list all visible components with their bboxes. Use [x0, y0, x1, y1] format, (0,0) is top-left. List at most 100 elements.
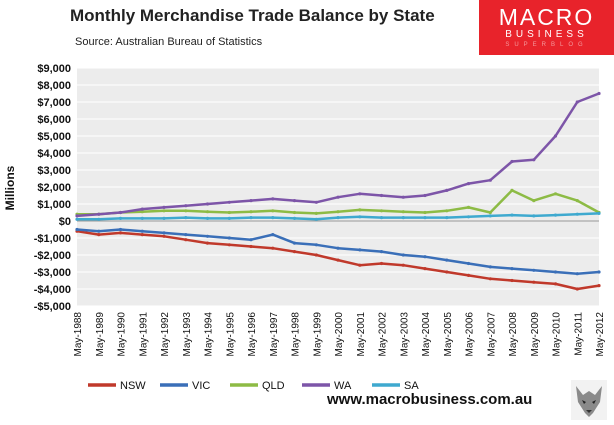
chart-title: Monthly Merchandise Trade Balance by Sta…: [70, 6, 435, 25]
data-point-sa: [249, 216, 253, 220]
y-tick-label: $1,000: [37, 199, 71, 211]
data-point-wa: [488, 178, 492, 182]
data-point-sa: [597, 211, 601, 215]
chart-source: Source: Australian Bureau of Statistics: [75, 36, 263, 48]
data-point-sa: [162, 216, 166, 220]
x-tick-label: May-1989: [95, 312, 106, 357]
data-point-qld: [358, 208, 362, 212]
series-lines: [75, 91, 601, 291]
data-point-wa: [445, 188, 449, 192]
y-tick-label: $0: [59, 216, 71, 228]
website-url[interactable]: www.macrobusiness.com.au: [327, 391, 533, 408]
data-point-vic: [184, 233, 188, 237]
data-point-sa: [336, 216, 340, 220]
data-point-vic: [575, 272, 579, 276]
legend-label-nsw: NSW: [120, 380, 146, 392]
data-point-vic: [75, 227, 79, 232]
data-point-qld: [271, 209, 275, 213]
data-point-qld: [423, 210, 427, 215]
data-point-sa: [314, 217, 318, 221]
y-tick-label: $6,000: [37, 114, 71, 126]
data-point-wa: [314, 200, 318, 204]
x-tick-label: May-1999: [312, 312, 323, 357]
data-point-vic: [314, 243, 318, 247]
data-point-nsw: [227, 243, 231, 247]
data-point-nsw: [118, 231, 123, 235]
legend-label-sa: SA: [404, 380, 419, 392]
data-point-wa: [271, 197, 275, 201]
data-point-wa: [97, 212, 101, 216]
grid-lines: [77, 67, 599, 307]
data-point-nsw: [140, 233, 144, 237]
data-point-wa: [401, 195, 405, 199]
data-point-nsw: [358, 263, 362, 267]
x-tick-label: May-2008: [508, 312, 519, 357]
data-point-nsw: [379, 261, 384, 266]
y-tick-label: $3,000: [37, 165, 71, 177]
logo-main-text: MACRO: [498, 4, 595, 30]
x-tick-label: May-1996: [247, 312, 258, 357]
data-point-qld: [488, 210, 492, 215]
logo-tagline-text: SUPERBLOG: [505, 42, 588, 48]
data-point-wa: [532, 158, 536, 162]
data-point-vic: [510, 267, 514, 271]
x-tick-label: May-2012: [595, 312, 606, 357]
y-axis: $9,000 $8,000 $7,000 $6,000 $5,000 $4,000 $3,0…: [34, 63, 71, 313]
legend-label-vic: VIC: [192, 380, 210, 392]
data-point-sa: [445, 216, 449, 220]
data-point-vic: [271, 233, 275, 237]
data-point-sa: [379, 216, 384, 220]
data-point-qld: [249, 210, 253, 214]
data-point-nsw: [401, 263, 405, 267]
data-point-nsw: [314, 253, 318, 257]
data-point-nsw: [445, 270, 449, 274]
data-point-sa: [205, 216, 210, 220]
data-point-qld: [510, 188, 514, 192]
data-point-wa: [140, 207, 144, 211]
x-tick-label: May-2000: [334, 312, 345, 357]
data-point-sa: [184, 216, 188, 220]
data-point-qld: [314, 211, 318, 215]
data-point-nsw: [597, 284, 601, 288]
data-point-qld: [466, 205, 471, 209]
data-point-vic: [379, 250, 384, 254]
wolf-logo-icon: [571, 380, 607, 420]
data-point-qld: [445, 209, 449, 213]
macrobusiness-logo[interactable]: MACRO BUSINESS SUPERBLOG: [479, 0, 614, 55]
data-point-wa: [227, 200, 231, 204]
data-point-wa: [162, 205, 166, 209]
data-point-vic: [227, 236, 231, 240]
data-point-nsw: [575, 287, 579, 291]
data-point-wa: [379, 193, 384, 198]
x-tick-label: May-1990: [117, 312, 128, 357]
x-tick-label: May-2011: [573, 312, 584, 356]
data-point-sa: [466, 215, 471, 219]
y-tick-label: -$3,000: [34, 267, 71, 279]
data-point-sa: [532, 214, 536, 218]
x-tick-label: May-1997: [269, 312, 280, 357]
data-point-sa: [271, 216, 275, 220]
y-axis-label: Millions: [3, 165, 17, 210]
data-point-nsw: [249, 244, 253, 249]
data-point-sa: [510, 213, 514, 217]
data-point-wa: [358, 192, 362, 196]
data-point-qld: [336, 210, 340, 214]
data-point-nsw: [271, 246, 275, 250]
data-point-wa: [597, 91, 601, 96]
data-point-nsw: [423, 267, 427, 271]
y-tick-label: -$2,000: [34, 250, 71, 262]
data-point-vic: [401, 253, 405, 257]
x-tick-label: May-2005: [443, 312, 454, 357]
data-point-sa: [227, 216, 231, 220]
data-point-vic: [249, 238, 253, 242]
data-point-vic: [597, 270, 601, 274]
y-tick-label: -$4,000: [34, 284, 71, 296]
data-point-vic: [358, 248, 362, 252]
x-tick-label: May-2001: [356, 312, 367, 357]
data-point-wa: [249, 199, 253, 203]
y-tick-label: $7,000: [37, 97, 71, 109]
data-point-sa: [401, 216, 405, 220]
data-point-wa: [423, 193, 427, 198]
x-tick-label: May-1992: [160, 312, 171, 357]
